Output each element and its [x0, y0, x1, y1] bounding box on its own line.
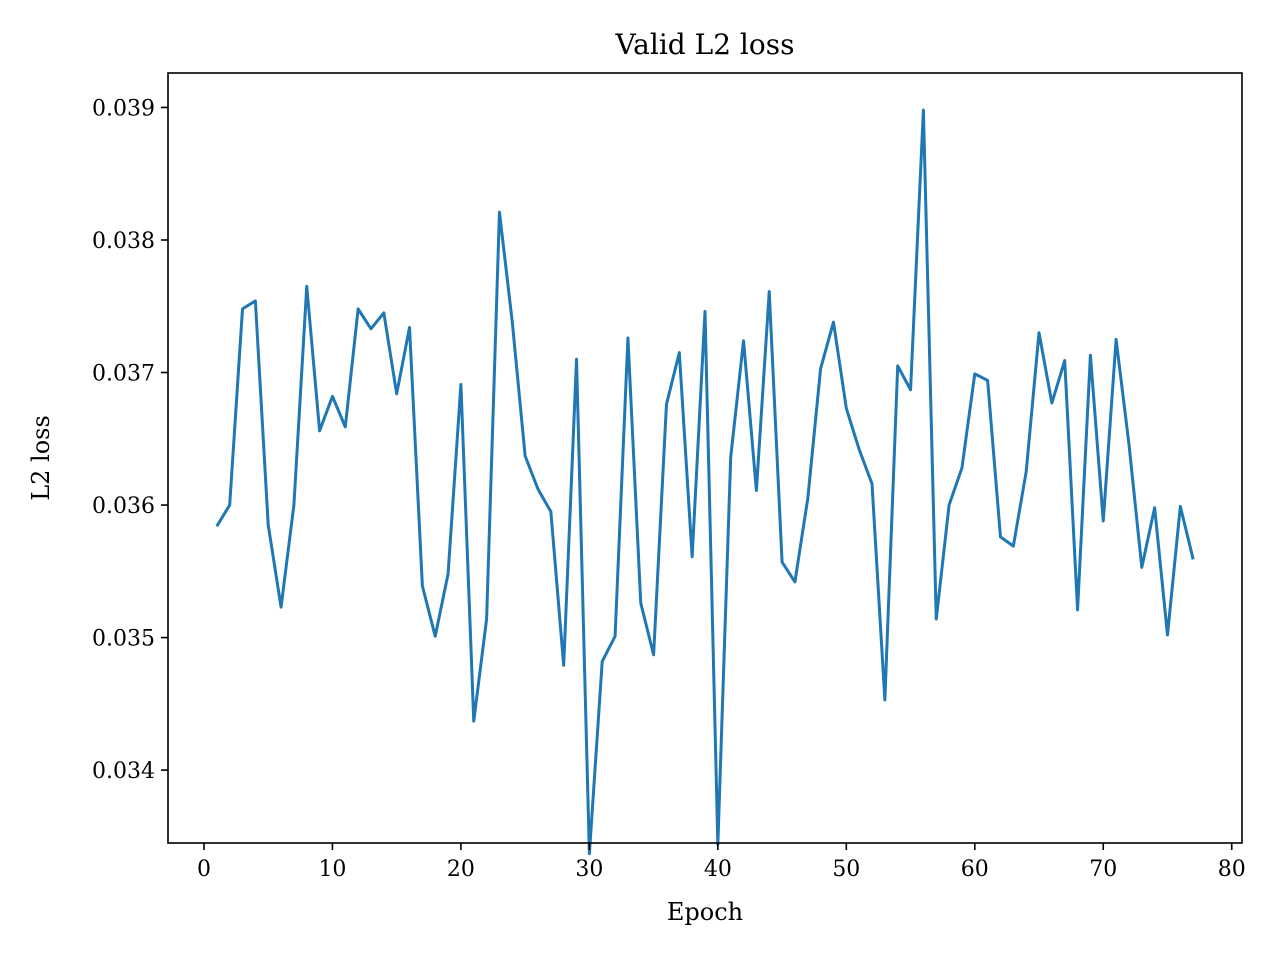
y-tick-label: 0.038: [92, 229, 155, 254]
y-tick-label: 0.036: [92, 494, 155, 519]
y-tick-label: 0.037: [92, 362, 155, 387]
y-tick-label: 0.035: [92, 627, 155, 652]
y-axis-label: L2 loss: [27, 415, 55, 501]
chart-title: Valid L2 loss: [615, 28, 795, 61]
x-tick-label: 80: [1218, 857, 1246, 882]
x-tick-label: 70: [1089, 857, 1117, 882]
x-tick-label: 40: [704, 857, 732, 882]
y-tick-label: 0.039: [92, 96, 155, 121]
y-axis: 0.034 0.035 0.036 0.037 0.038 0.039: [92, 96, 168, 784]
x-tick-label: 0: [197, 857, 211, 882]
x-axis-label: Epoch: [667, 898, 743, 926]
x-tick-label: 30: [575, 857, 603, 882]
y-tick-label: 0.034: [92, 759, 155, 784]
x-axis: 0 10 20 30 40 50 60 70 80: [197, 843, 1246, 882]
x-tick-label: 20: [447, 857, 475, 882]
x-tick-label: 50: [832, 857, 860, 882]
x-tick-label: 10: [318, 857, 346, 882]
x-tick-label: 60: [961, 857, 989, 882]
plot-area: [167, 72, 1243, 856]
plot-frame: [167, 72, 1243, 844]
series-line-0: [215, 108, 1195, 856]
